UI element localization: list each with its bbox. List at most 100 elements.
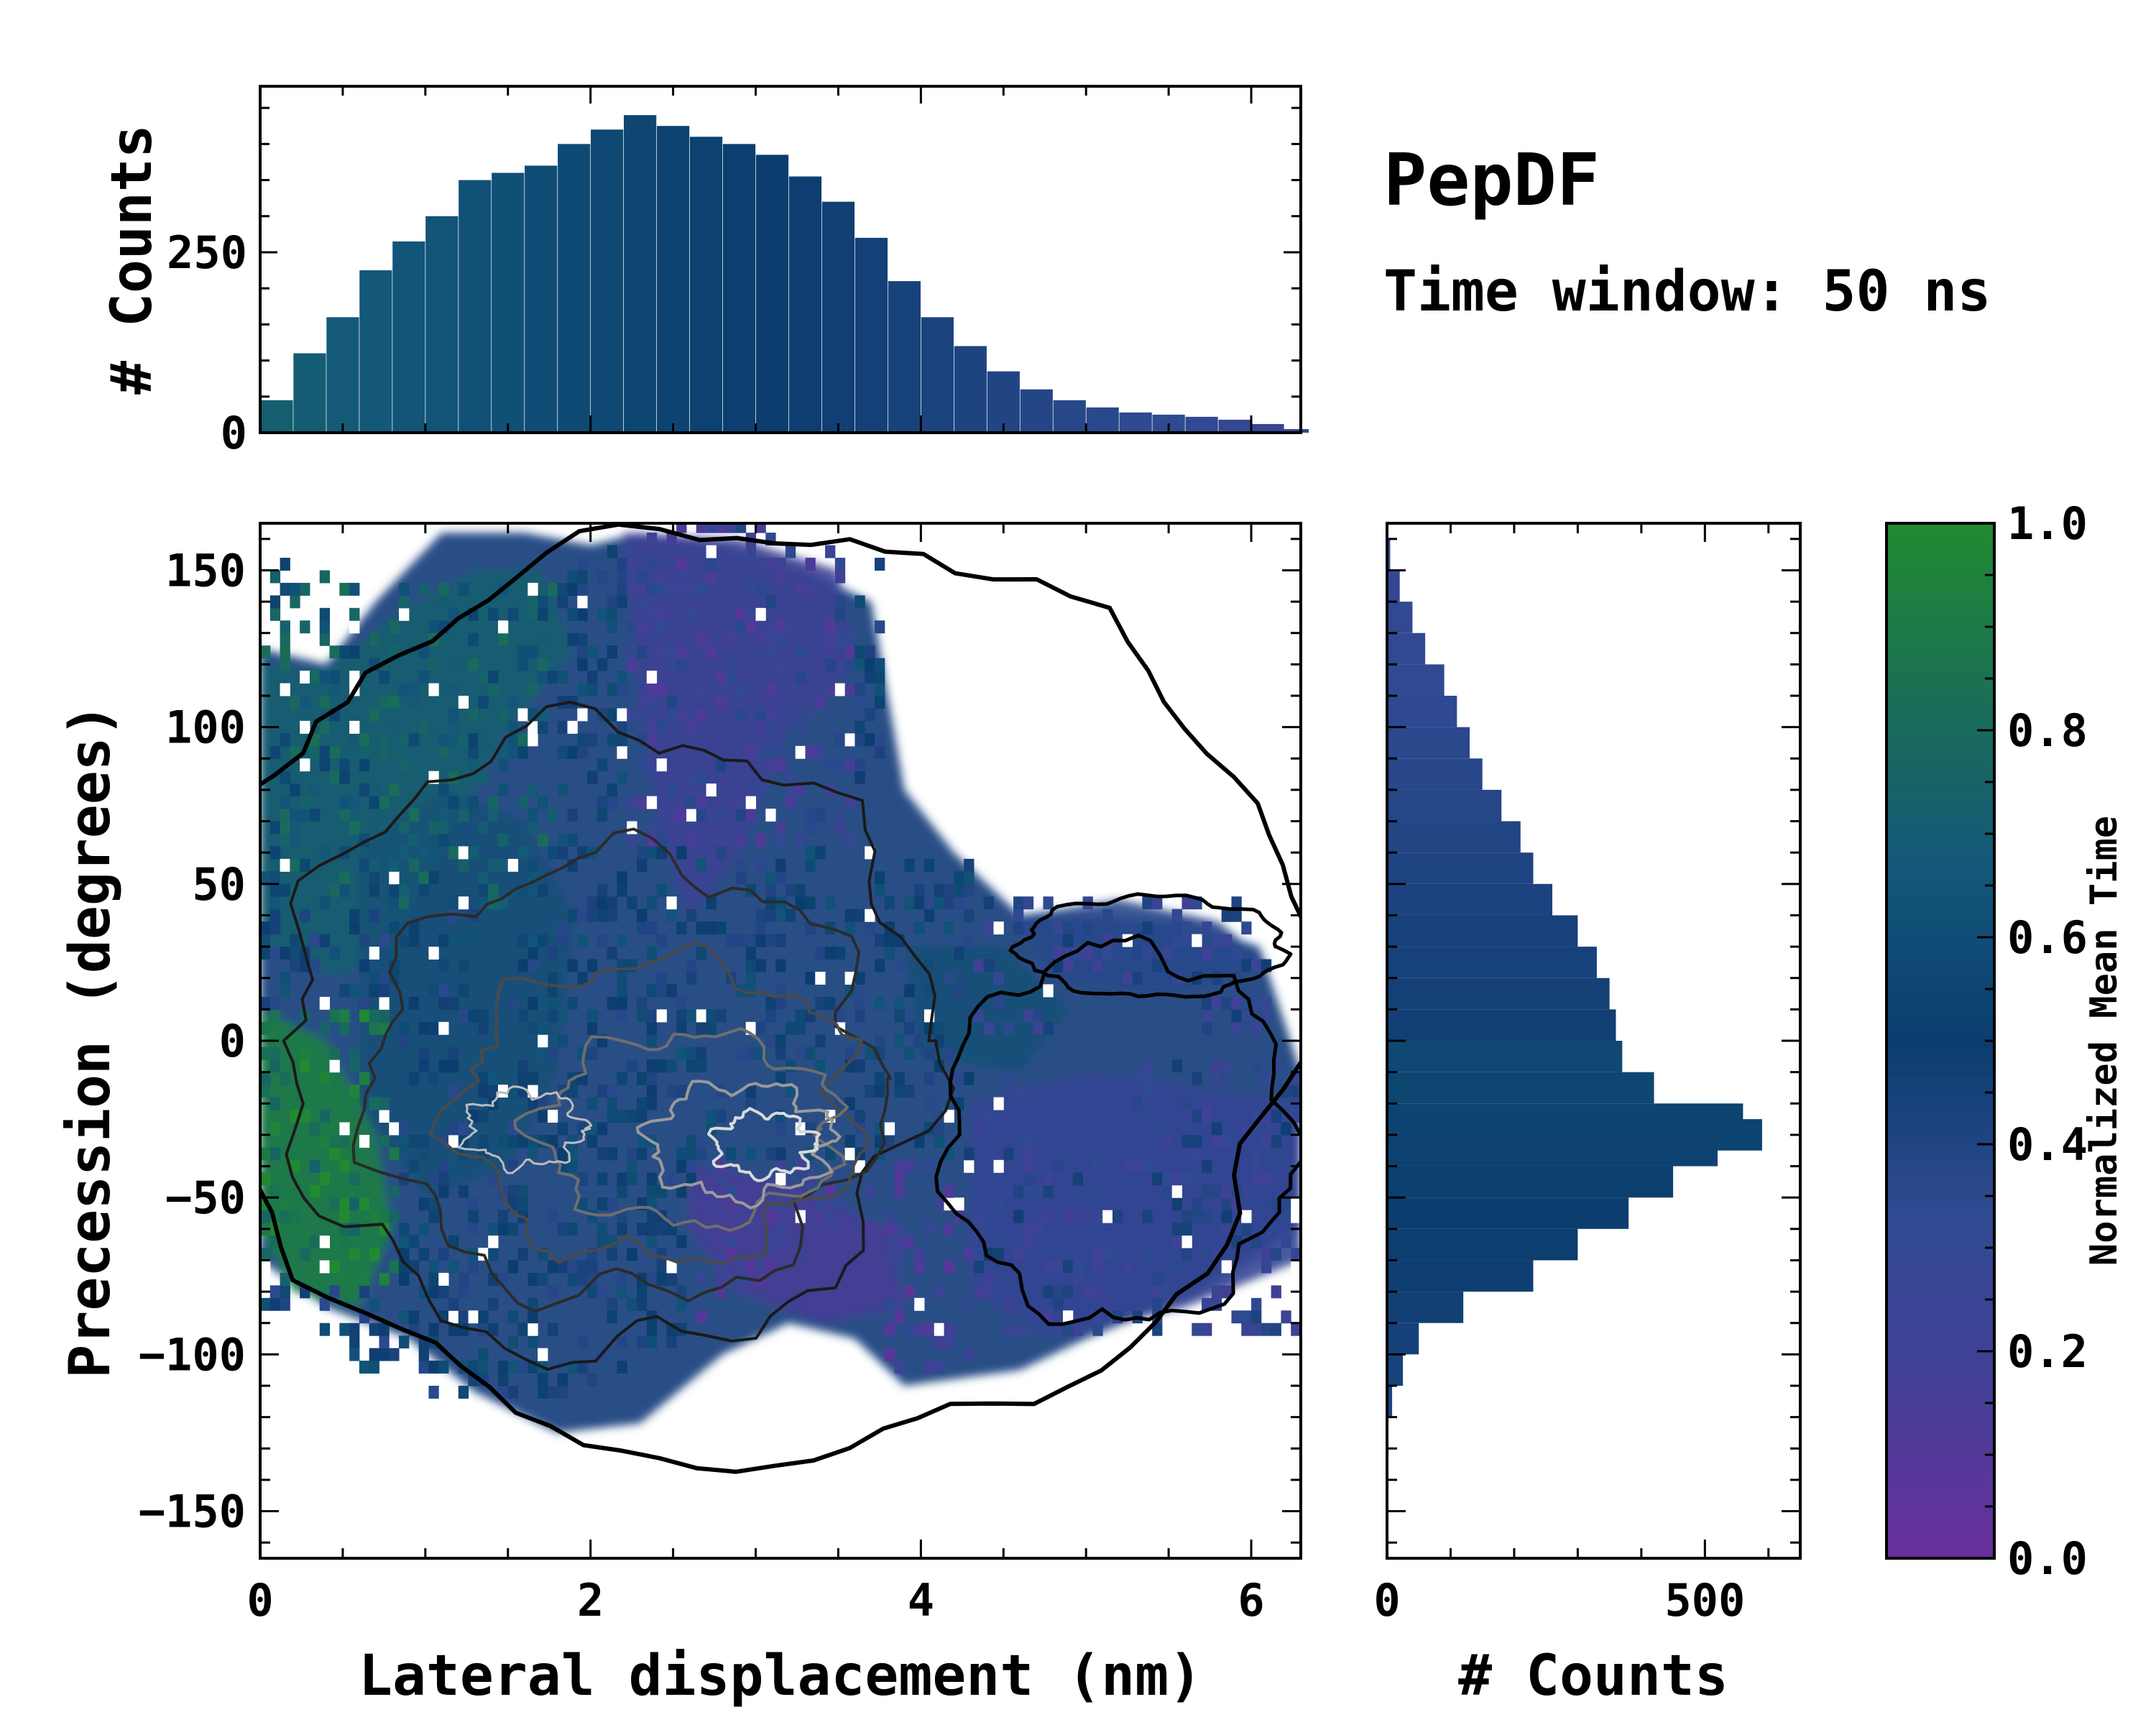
heatmap-cell <box>923 1046 935 1060</box>
heatmap-cell <box>319 896 331 910</box>
heatmap-cell <box>497 1134 509 1148</box>
heatmap-cell <box>428 947 439 960</box>
heatmap-cell <box>844 1046 855 1060</box>
heatmap-cell <box>617 558 627 571</box>
heatmap-cell <box>735 708 747 722</box>
heatmap-cell <box>408 996 420 1010</box>
heatmap-cell <box>627 1172 637 1186</box>
heatmap-cell <box>270 595 281 609</box>
heatmap-cell <box>468 1310 479 1324</box>
heatmap-cell <box>359 1272 370 1286</box>
heatmap-cell <box>646 582 658 596</box>
heatmap-cell <box>379 846 390 860</box>
heatmap-cell <box>319 1172 331 1186</box>
heatmap-cell <box>547 1285 558 1299</box>
heatmap-cell <box>775 620 786 634</box>
heatmap-cell <box>359 934 370 947</box>
heatmap-cell <box>676 1297 687 1311</box>
heatmap-cell <box>557 745 568 759</box>
heatmap-cell <box>735 834 747 847</box>
heatmap-cell <box>627 645 637 659</box>
heatmap-cell <box>260 1210 271 1223</box>
heatmap-cell <box>607 708 617 722</box>
heatmap-cell <box>448 1310 459 1324</box>
heatmap-cell <box>795 645 806 659</box>
heatmap-cell <box>577 570 588 584</box>
heatmap-cell <box>805 582 816 596</box>
heatmap-cell <box>775 834 786 847</box>
heatmap-cell <box>270 821 281 834</box>
heatmap-cell <box>964 1248 975 1261</box>
colorbar-segment <box>1886 678 1994 688</box>
heatmap-cell <box>904 1021 915 1035</box>
heatmap-cell <box>1063 921 1074 935</box>
heatmap-cell <box>270 1097 281 1110</box>
heatmap-cell <box>894 1184 905 1198</box>
heatmap-cell <box>1043 1285 1054 1299</box>
heatmap-cell <box>567 996 578 1010</box>
right-histogram-bars <box>1387 538 1762 1417</box>
heatmap-cell <box>1023 1172 1034 1186</box>
heatmap-cell <box>894 1172 905 1186</box>
heatmap-cell <box>389 696 400 709</box>
heatmap-cell <box>468 934 479 947</box>
heatmap-cell <box>468 1009 479 1023</box>
heatmap-cell <box>538 934 548 947</box>
heatmap-cell <box>448 683 459 696</box>
heatmap-cell <box>646 1235 658 1248</box>
heatmap-cell <box>339 1021 350 1035</box>
heatmap-cell <box>567 582 578 596</box>
main-ticks <box>259 523 1301 1558</box>
colorbar-segment <box>1886 886 1994 895</box>
colorbar-segment <box>1886 1136 1994 1145</box>
top-histogram-bars <box>260 115 1309 433</box>
heatmap-cell <box>538 671 548 684</box>
heatmap-cell <box>696 582 707 596</box>
heatmap-cell <box>517 1059 528 1073</box>
heatmap-cell <box>1142 1059 1153 1073</box>
heatmap-cell <box>418 720 429 734</box>
heatmap-cell <box>785 783 796 797</box>
density-contour <box>282 700 955 1371</box>
heatmap-cell <box>954 947 964 960</box>
top-y-tick-label: 0 <box>221 407 247 459</box>
heatmap-cell <box>706 896 717 910</box>
top-histogram-bar <box>954 346 987 433</box>
heatmap-cell <box>825 1235 836 1248</box>
heatmap-cell <box>765 809 776 822</box>
heatmap-cell <box>438 733 449 747</box>
heatmap-cell <box>290 783 300 797</box>
heatmap-cell <box>745 984 757 998</box>
colorbar-segment <box>1886 601 1994 610</box>
colorbar-segment <box>1886 1438 1994 1447</box>
heatmap-cell <box>676 582 687 596</box>
heatmap-cell <box>745 796 757 809</box>
colorbar-segment <box>1886 1481 1994 1490</box>
heatmap-cell <box>260 934 271 947</box>
heatmap-cell <box>517 959 528 972</box>
heatmap-cell <box>538 1386 548 1399</box>
heatmap-cell <box>1271 1248 1281 1261</box>
top-histogram-bar <box>1119 412 1152 433</box>
heatmap-cell <box>557 834 568 847</box>
heatmap-cell <box>438 1184 449 1198</box>
heatmap-cell <box>993 921 1004 935</box>
heatmap-cell <box>260 1260 271 1274</box>
heatmap-cell <box>1023 1184 1034 1198</box>
heatmap-cell <box>854 595 865 609</box>
heatmap-cell <box>755 558 766 571</box>
heatmap-cell <box>765 745 776 759</box>
heatmap-cell <box>369 1348 379 1361</box>
heatmap-cell <box>1003 1021 1014 1035</box>
heatmap-cell <box>1023 1134 1034 1148</box>
heatmap-cell <box>418 1361 429 1374</box>
heatmap-cell <box>1211 1072 1222 1085</box>
heatmap-cell <box>765 758 776 772</box>
heatmap-cell <box>696 1059 707 1073</box>
y-tick-label: 100 <box>165 702 246 754</box>
heatmap-cell <box>696 770 707 784</box>
heatmap-cell <box>656 607 667 621</box>
colorbar-segment <box>1886 1291 1994 1300</box>
heatmap-cell <box>1043 1184 1054 1198</box>
heatmap-cell <box>765 645 776 659</box>
